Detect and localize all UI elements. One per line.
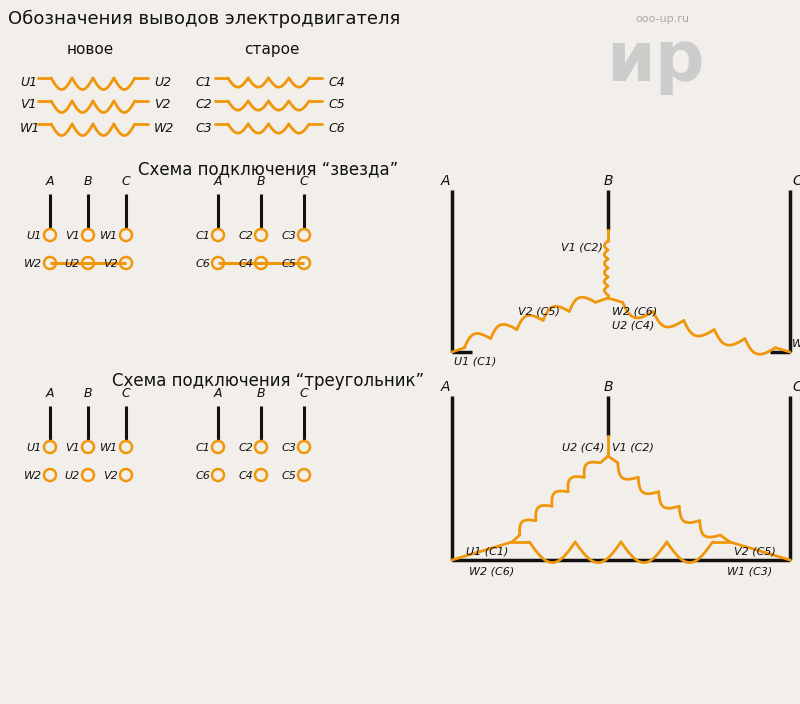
Text: C6: C6 xyxy=(328,122,345,134)
Text: C4: C4 xyxy=(238,471,253,481)
Text: B: B xyxy=(257,387,266,400)
Text: B: B xyxy=(603,380,613,394)
Text: C5: C5 xyxy=(328,99,345,111)
Text: C2: C2 xyxy=(238,443,253,453)
Text: B: B xyxy=(257,175,266,188)
Text: C4: C4 xyxy=(328,75,345,89)
Text: C2: C2 xyxy=(238,231,253,241)
Text: U1: U1 xyxy=(26,231,42,241)
Text: Схема подключения “треугольник”: Схема подключения “треугольник” xyxy=(112,372,424,390)
Text: C3: C3 xyxy=(195,122,212,134)
Text: U2 (C4): U2 (C4) xyxy=(562,442,604,452)
Text: W2: W2 xyxy=(24,471,42,481)
Text: C: C xyxy=(122,387,130,400)
Text: V2 (C5): V2 (C5) xyxy=(734,546,776,556)
Text: U1: U1 xyxy=(26,443,42,453)
Text: B: B xyxy=(84,387,92,400)
Text: V1: V1 xyxy=(66,443,80,453)
Text: C5: C5 xyxy=(281,471,296,481)
Text: C1: C1 xyxy=(195,75,212,89)
Text: B: B xyxy=(84,175,92,188)
Text: V1: V1 xyxy=(66,231,80,241)
Text: C1: C1 xyxy=(195,443,210,453)
Text: C: C xyxy=(300,175,308,188)
Text: V2: V2 xyxy=(103,259,118,269)
Text: U1: U1 xyxy=(20,75,37,89)
Text: C: C xyxy=(300,387,308,400)
Text: C5: C5 xyxy=(281,259,296,269)
Text: U2: U2 xyxy=(154,75,171,89)
Text: W2 (C6): W2 (C6) xyxy=(612,306,658,316)
Text: Обозначения выводов электродвигателя: Обозначения выводов электродвигателя xyxy=(8,10,400,28)
Text: C: C xyxy=(122,175,130,188)
Text: ир: ир xyxy=(606,28,704,95)
Text: C: C xyxy=(792,380,800,394)
Text: V2 (C5): V2 (C5) xyxy=(518,306,560,316)
Text: старое: старое xyxy=(244,42,300,57)
Text: W1: W1 xyxy=(100,443,118,453)
Text: A: A xyxy=(441,174,450,188)
Text: A: A xyxy=(46,175,54,188)
Text: U2: U2 xyxy=(65,471,80,481)
Text: C2: C2 xyxy=(195,99,212,111)
Text: W2 (C6): W2 (C6) xyxy=(470,566,514,576)
Text: C: C xyxy=(792,174,800,188)
Text: W2: W2 xyxy=(24,259,42,269)
Text: V1 (C2): V1 (C2) xyxy=(561,242,603,252)
Text: W1: W1 xyxy=(100,231,118,241)
Text: V1: V1 xyxy=(20,99,37,111)
Text: V2: V2 xyxy=(154,99,170,111)
Text: B: B xyxy=(603,174,613,188)
Text: V2: V2 xyxy=(103,471,118,481)
Text: W2: W2 xyxy=(154,122,174,134)
Text: C3: C3 xyxy=(281,443,296,453)
Text: C6: C6 xyxy=(195,471,210,481)
Text: новое: новое xyxy=(66,42,114,57)
Text: A: A xyxy=(46,387,54,400)
Text: A: A xyxy=(214,387,222,400)
Text: A: A xyxy=(441,380,450,394)
Text: A: A xyxy=(214,175,222,188)
Text: W1 (C3): W1 (C3) xyxy=(792,339,800,349)
Text: V1 (C2): V1 (C2) xyxy=(612,442,654,452)
Text: U2 (C4): U2 (C4) xyxy=(612,320,654,330)
Text: ooo-up.ru: ooo-up.ru xyxy=(635,14,689,24)
Text: C6: C6 xyxy=(195,259,210,269)
Text: Схема подключения “звезда”: Схема подключения “звезда” xyxy=(138,160,398,178)
Text: C3: C3 xyxy=(281,231,296,241)
Text: U2: U2 xyxy=(65,259,80,269)
Text: C1: C1 xyxy=(195,231,210,241)
Text: W1 (C3): W1 (C3) xyxy=(727,566,773,576)
Text: U1 (C1): U1 (C1) xyxy=(466,546,508,556)
Text: W1: W1 xyxy=(20,122,40,134)
Text: C4: C4 xyxy=(238,259,253,269)
Text: U1 (C1): U1 (C1) xyxy=(454,356,496,366)
